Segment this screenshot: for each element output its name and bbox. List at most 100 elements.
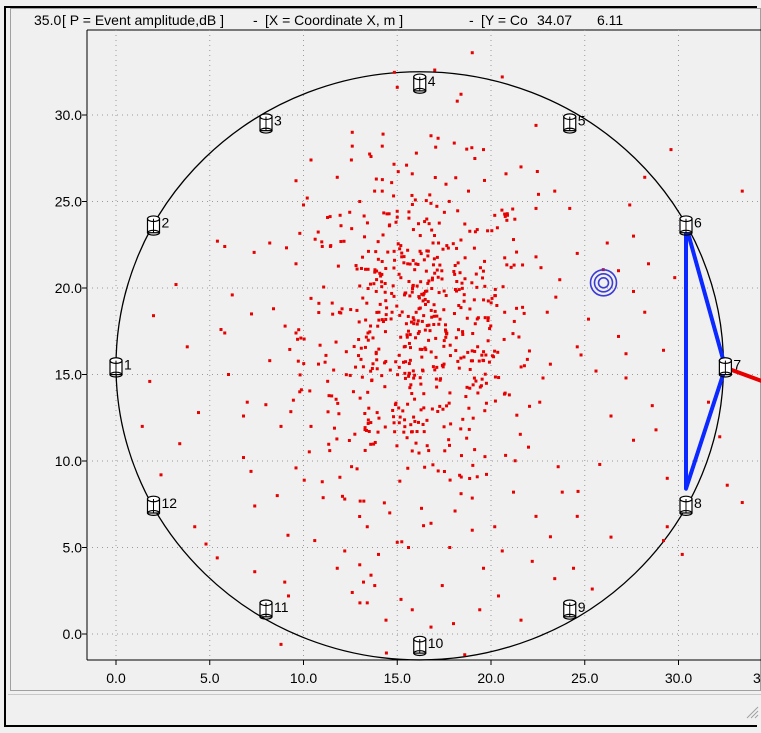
event-point bbox=[395, 444, 399, 448]
event-point bbox=[452, 141, 456, 145]
event-point bbox=[624, 376, 628, 380]
sensor-10-icon[interactable]: 10 bbox=[413, 635, 444, 657]
event-point bbox=[478, 266, 482, 270]
event-point bbox=[382, 501, 386, 505]
event-point bbox=[327, 442, 331, 446]
event-point bbox=[227, 373, 230, 376]
event-point bbox=[392, 162, 396, 166]
event-point bbox=[366, 331, 370, 335]
event-point bbox=[410, 449, 414, 453]
event-point bbox=[365, 525, 369, 529]
event-point bbox=[560, 490, 564, 494]
event-point bbox=[501, 285, 505, 289]
boundary-circle bbox=[115, 71, 725, 661]
event-point bbox=[408, 333, 412, 337]
event-point bbox=[384, 618, 388, 622]
event-point bbox=[359, 357, 363, 361]
event-point bbox=[358, 396, 362, 400]
event-point bbox=[452, 312, 456, 316]
sensor-5-icon[interactable]: 5 bbox=[563, 113, 586, 134]
event-point bbox=[394, 360, 398, 364]
event-point bbox=[432, 303, 436, 307]
sensor-12-icon[interactable]: 12 bbox=[146, 495, 178, 516]
event-point bbox=[381, 233, 385, 237]
event-point bbox=[322, 285, 326, 289]
sensor-1-icon[interactable]: 1 bbox=[109, 357, 132, 378]
event-point bbox=[411, 369, 415, 373]
event-point bbox=[417, 307, 421, 311]
event-point bbox=[402, 345, 406, 349]
event-point bbox=[465, 316, 469, 320]
sensor-11-icon[interactable]: 11 bbox=[259, 599, 289, 620]
scatter-chart[interactable]: 35.0 [ P = Event amplitude,dB ] - [X = C… bbox=[0, 0, 761, 692]
sensor-8-icon[interactable]: 8 bbox=[679, 495, 702, 516]
event-point bbox=[431, 263, 435, 267]
sensor-3-icon[interactable]: 3 bbox=[259, 113, 282, 134]
event-point bbox=[140, 424, 144, 428]
event-point bbox=[431, 463, 435, 467]
event-point bbox=[326, 379, 330, 383]
event-point bbox=[486, 299, 490, 303]
event-point bbox=[468, 476, 472, 480]
event-point bbox=[707, 400, 710, 404]
event-point bbox=[442, 339, 446, 343]
event-point bbox=[419, 252, 423, 256]
event-point bbox=[725, 483, 729, 487]
event-point bbox=[396, 242, 400, 246]
event-point bbox=[457, 328, 461, 332]
event-point bbox=[358, 200, 362, 203]
event-point bbox=[348, 373, 352, 377]
sensor-2-icon[interactable]: 2 bbox=[146, 215, 170, 236]
event-point bbox=[441, 247, 445, 251]
event-point bbox=[420, 347, 424, 351]
event-point bbox=[418, 347, 422, 351]
event-point bbox=[393, 430, 397, 434]
event-point bbox=[410, 430, 414, 434]
event-point bbox=[334, 340, 338, 344]
chart-panel[interactable] bbox=[10, 8, 761, 691]
window-frame bbox=[4, 6, 757, 727]
event-point bbox=[650, 404, 654, 408]
event-point bbox=[373, 189, 377, 193]
event-point bbox=[369, 442, 373, 446]
event-point bbox=[459, 238, 463, 242]
x-tick-label: 25.0 bbox=[571, 670, 598, 686]
event-point bbox=[430, 407, 434, 411]
event-point bbox=[665, 476, 669, 480]
event-point bbox=[477, 359, 481, 363]
x-tick-label: 0.0 bbox=[106, 670, 126, 686]
event-point bbox=[366, 390, 370, 394]
sensor-4-icon[interactable]: 4 bbox=[413, 73, 436, 94]
event-point bbox=[363, 345, 367, 349]
event-point bbox=[541, 376, 545, 380]
event-point bbox=[496, 350, 500, 354]
event-point bbox=[375, 411, 379, 415]
resize-grip-icon[interactable] bbox=[745, 705, 759, 719]
event-point bbox=[435, 385, 439, 389]
event-point bbox=[400, 540, 404, 544]
event-point bbox=[342, 239, 346, 243]
event-point bbox=[594, 369, 598, 373]
event-point bbox=[406, 466, 410, 470]
sensor-7-icon[interactable]: 7 bbox=[718, 357, 741, 378]
event-point bbox=[324, 353, 328, 357]
event-point bbox=[579, 353, 583, 357]
event-point bbox=[461, 332, 465, 336]
event-point bbox=[264, 403, 268, 407]
event-point bbox=[370, 378, 374, 382]
event-point bbox=[242, 414, 245, 418]
event-point bbox=[302, 203, 305, 207]
event-point bbox=[413, 198, 417, 202]
sensor-9-icon[interactable]: 9 bbox=[563, 599, 586, 620]
event-point bbox=[503, 214, 507, 218]
event-point bbox=[388, 368, 392, 372]
event-point bbox=[313, 237, 317, 241]
event-point bbox=[385, 212, 389, 216]
event-point bbox=[553, 577, 557, 581]
event-point bbox=[406, 402, 410, 406]
sensor-6-icon[interactable]: 6 bbox=[679, 215, 702, 236]
event-point bbox=[397, 365, 401, 369]
event-point bbox=[437, 221, 441, 225]
event-point bbox=[285, 246, 289, 250]
event-point bbox=[320, 244, 324, 248]
